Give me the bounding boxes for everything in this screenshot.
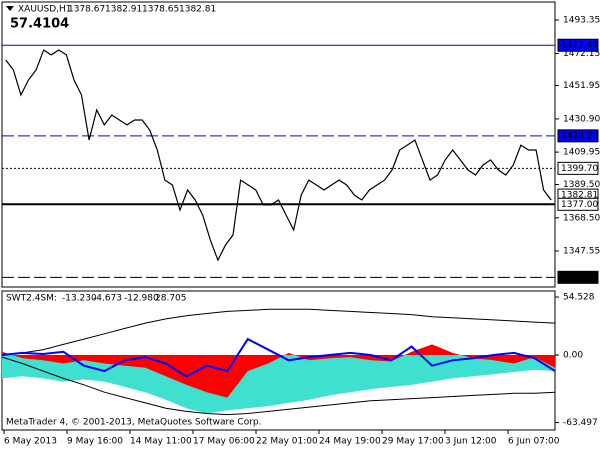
x-tick-label: 6 Jun 07:00 [508, 437, 560, 447]
y-tick-label: 1472.15 [563, 49, 600, 59]
y-tick-label: 1451.95 [563, 81, 600, 91]
menu-triangle[interactable] [6, 6, 14, 11]
level-label-box [557, 270, 599, 284]
x-tick-label: 17 May 06:00 [193, 437, 255, 447]
indicator-value: -13.230 [62, 294, 97, 304]
level-label-box [557, 129, 599, 143]
level-label-box [557, 161, 599, 175]
level-label: 1420.20 [561, 131, 598, 141]
y-tick-label: 1347.55 [563, 246, 600, 256]
indicator-value: -12.980 [124, 294, 159, 304]
ohlc-value: 1382.81 [179, 5, 216, 15]
x-tick-label: 22 May 01:00 [256, 437, 318, 447]
level-label-box [557, 197, 599, 211]
y-tick-label: 1430.90 [563, 114, 600, 124]
y-tick-label: 1409.95 [563, 148, 600, 158]
footer: MetaTrader 4, © 2001-2013, MetaQuotes So… [6, 418, 262, 428]
x-tick-label: 6 May 2013 [4, 437, 57, 447]
indicator-name: SWT2.4SM: [6, 294, 57, 304]
level-label-box [557, 38, 599, 52]
level-label: 1377.00 [561, 200, 598, 210]
symbol: XAUUSD,H1 [18, 5, 72, 15]
main-frame [1, 1, 556, 288]
price-line [5, 49, 552, 262]
x-tick-label: 3 Jun 12:00 [445, 437, 497, 447]
x-tick-label: 9 May 16:00 [67, 437, 123, 447]
indicator-value: 28.705 [155, 294, 187, 304]
y-tick-label: 0.00 [563, 351, 583, 361]
indicator-line [1, 308, 556, 356]
indicator-area [2, 355, 555, 414]
level-label: 1330.90 [561, 273, 598, 283]
ohlc-value: 1382.91 [105, 5, 142, 15]
y-tick-label: 1389.50 [563, 180, 600, 190]
y-tick-label: -63.497 [563, 418, 598, 428]
ohlc-value: 1378.65 [142, 5, 179, 15]
indicator-value: -4.673 [93, 294, 122, 304]
level-label: 1382.81 [561, 191, 598, 201]
y-tick-label: 1493.35 [563, 15, 600, 25]
x-tick-label: 14 May 11:00 [130, 437, 192, 447]
highlight-value: 57.4104 [10, 17, 69, 32]
indicator-line [1, 337, 556, 378]
ohlc-value: 1378.67 [68, 5, 105, 15]
level-label: 1477.40 [561, 41, 598, 51]
indicator-line [1, 356, 556, 416]
level-label: 1399.70 [561, 164, 598, 174]
y-tick-label: 54.528 [563, 293, 595, 303]
x-tick-label: 24 May 19:00 [319, 437, 381, 447]
x-tick-label: 29 May 17:00 [382, 437, 444, 447]
y-tick-label: 1368.50 [563, 213, 600, 223]
